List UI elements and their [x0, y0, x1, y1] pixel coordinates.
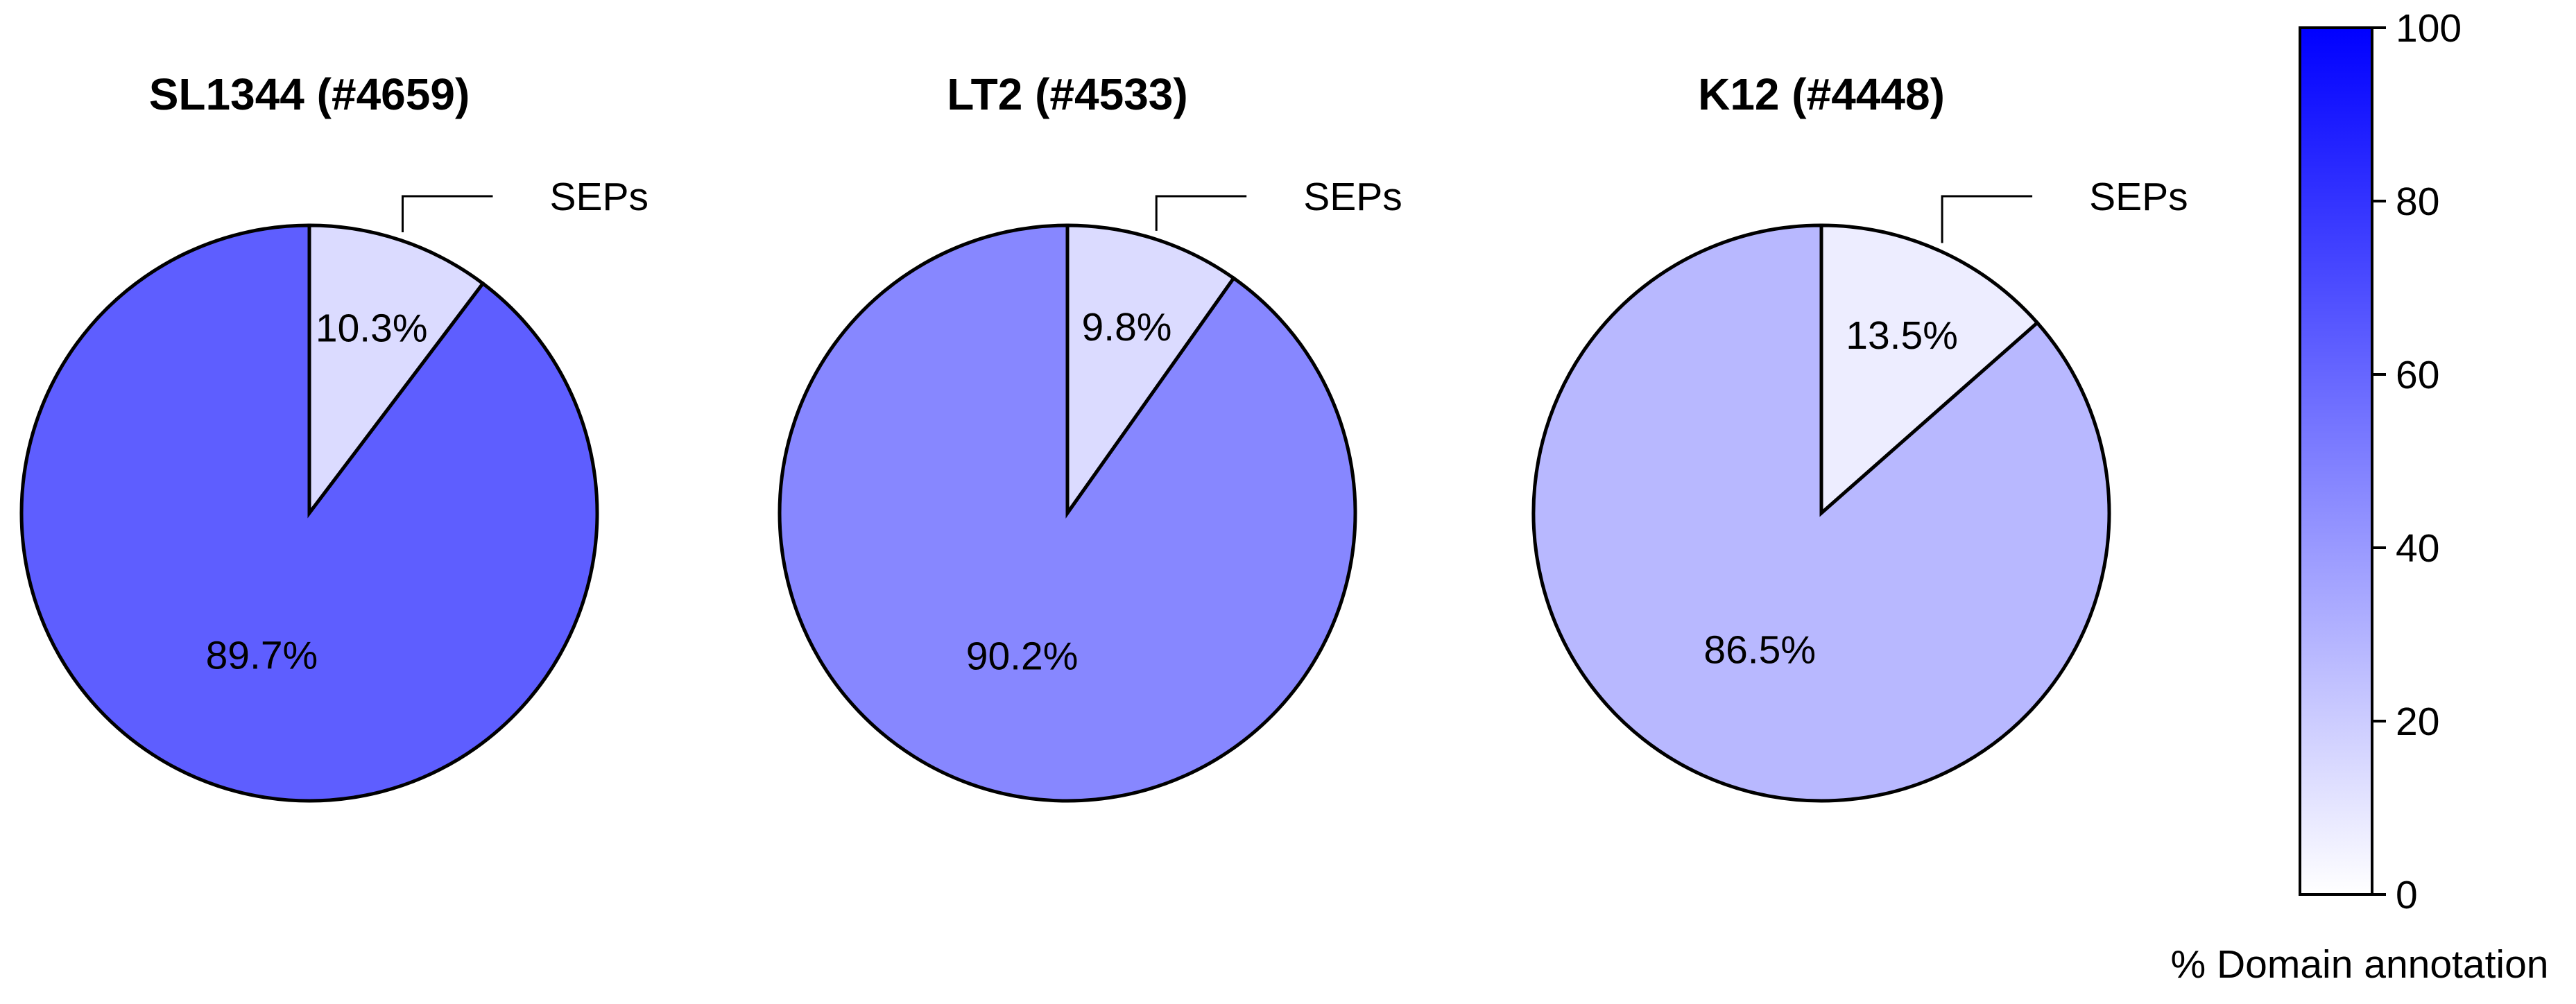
colorbar-tick-label: 40 — [2396, 526, 2439, 571]
slice-value-label: 86.5% — [1703, 628, 1816, 673]
slice-value-label: 10.3% — [316, 306, 428, 350]
pie-title: SL1344 (#4659) — [149, 69, 470, 119]
pie-title: LT2 (#4533) — [947, 69, 1187, 119]
colorbar-tick-label: 80 — [2396, 180, 2439, 224]
colorbar-tick-label: 0 — [2396, 873, 2418, 917]
colorbar-gradient — [2299, 26, 2373, 896]
colorbar-ticks: 0 20 40 60 80 100 — [2372, 6, 2462, 917]
slice-value-label: 9.8% — [1082, 305, 1172, 349]
pie-slice — [307, 223, 486, 519]
pie-slice — [1531, 223, 2111, 803]
callout-line — [402, 195, 493, 232]
slice-callout-label: SEPs — [2089, 175, 2188, 219]
pie-title: K12 (#4448) — [1698, 69, 1945, 119]
slice-value-label: 90.2% — [966, 634, 1079, 679]
pie-slice — [778, 223, 1357, 803]
pie-slice — [1065, 223, 1237, 519]
colorbar-tick-label: 100 — [2396, 6, 2462, 51]
colorbar-title: % Domain annotation — [2170, 942, 2548, 987]
pie-chart: K12 (#4448) 13.5% SEPs 86.5% — [1531, 69, 2188, 803]
callout-line — [1941, 195, 2033, 243]
slice-callout-label: SEPs — [550, 175, 649, 219]
pie-chart: LT2 (#4533) 9.8% SEPs 90.2% — [778, 69, 1402, 803]
pie-slice — [1819, 223, 2040, 517]
colorbar: 0 20 40 60 80 100 % Domain annotation — [2170, 6, 2548, 987]
slice-callout-label: SEPs — [1303, 175, 1402, 219]
pie-slice — [19, 223, 599, 803]
slice-value-label: 13.5% — [1846, 313, 1958, 358]
colorbar-tick-label: 60 — [2396, 353, 2439, 397]
colorbar-tick-label: 20 — [2396, 700, 2439, 744]
pie-chart: SL1344 (#4659) 10.3% SEPs 89.7% — [19, 69, 649, 803]
pie-charts: SL1344 (#4659) 10.3% SEPs 89.7% LT2 (#4533) 9… — [19, 69, 2188, 803]
slice-value-label: 89.7% — [206, 634, 318, 678]
callout-line — [1155, 195, 1247, 231]
